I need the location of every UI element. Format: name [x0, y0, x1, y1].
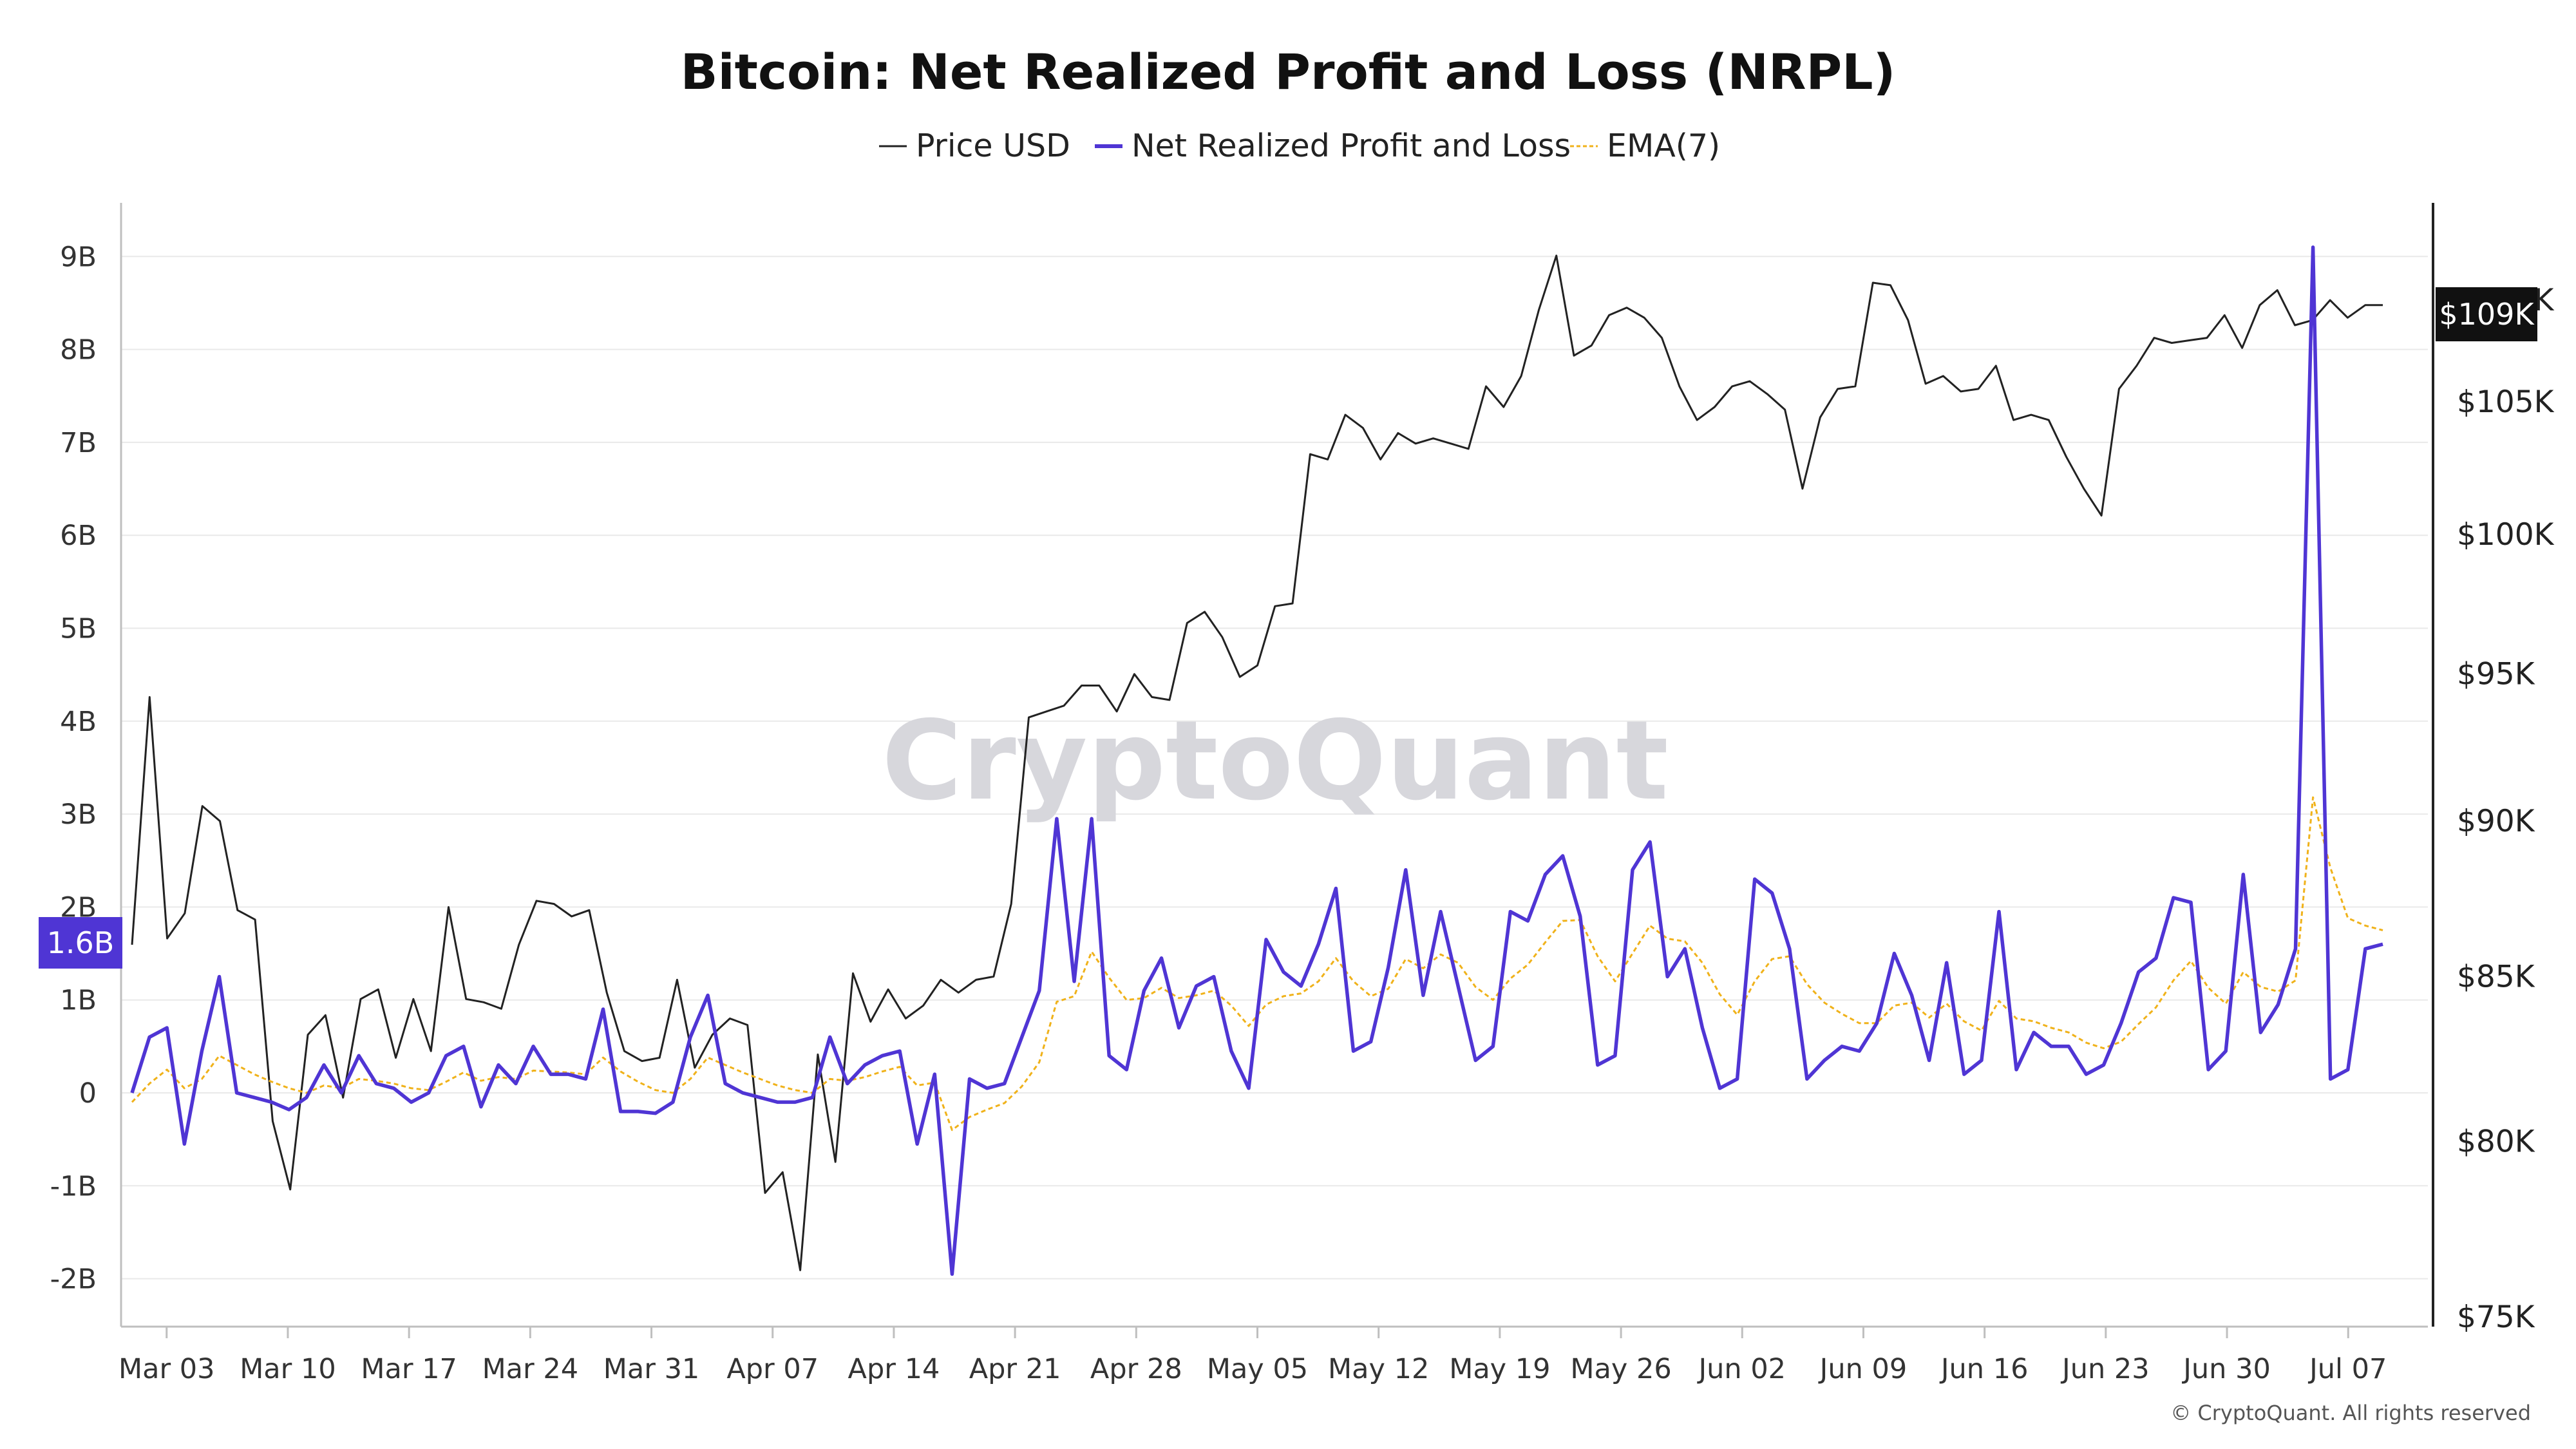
left-tick-label: -1B: [50, 1170, 97, 1202]
series-group: [130, 245, 2383, 1276]
nrpl-badge-box: [39, 917, 122, 969]
x-tick-label: Apr 07: [726, 1353, 819, 1385]
left-tick-label: 7B: [60, 427, 97, 459]
legend-label-price: Price USD: [916, 128, 1070, 164]
x-tick-label: Mar 24: [482, 1353, 579, 1385]
price-current-badge: $109K: [2436, 287, 2537, 341]
left-tick-label: 0: [79, 1077, 97, 1110]
right-tick-label: $85K: [2457, 959, 2535, 994]
x-tick-label: Jun 23: [2060, 1353, 2150, 1385]
x-tick-label: Jun 02: [1696, 1353, 1786, 1385]
right-tick-label: $80K: [2457, 1124, 2535, 1159]
left-tick-label: 5B: [60, 613, 97, 645]
right-tick-label: $100K: [2457, 517, 2555, 553]
legend-item-nrpl[interactable]: Net Realized Profit and Loss: [1095, 128, 1571, 164]
right-y-axis: $75K$80K$85K$90K$95K$100K$105K$109K: [2457, 283, 2555, 1335]
copyright-notice: © CryptoQuant. All rights reserved: [2170, 1401, 2531, 1425]
chart-title: Bitcoin: Net Realized Profit and Loss (N…: [681, 43, 1896, 100]
left-tick-label: -2B: [50, 1264, 97, 1296]
ema7-line: [131, 796, 2383, 1132]
left-tick-label: 9B: [60, 241, 97, 273]
x-tick-label: Jun 30: [2181, 1353, 2271, 1385]
legend-label-ema: EMA(7): [1607, 128, 1720, 164]
x-tick-label: May 19: [1449, 1353, 1550, 1385]
left-tick-label: 1B: [60, 985, 97, 1017]
nrpl-badge-label: 1.6B: [47, 925, 115, 960]
price-badge-label: $109K: [2439, 297, 2535, 332]
x-tick-label: May 26: [1570, 1353, 1671, 1385]
left-tick-label: 4B: [60, 706, 97, 738]
x-axis: Mar 03 Mar 10 Mar 17 Mar 24 Mar 31 Apr 07 Apr …: [118, 1327, 2387, 1385]
left-tick-label: 8B: [60, 334, 97, 366]
nrpl-line: [130, 245, 2383, 1276]
x-tick-label: May 05: [1207, 1353, 1308, 1385]
gridlines: [121, 256, 2428, 1280]
x-tick-label: Mar 17: [361, 1353, 457, 1385]
watermark: CryptoQuant: [882, 697, 1669, 825]
right-tick-label: $75K: [2457, 1300, 2535, 1335]
legend-label-nrpl: Net Realized Profit and Loss: [1132, 128, 1571, 164]
left-tick-label: 6B: [60, 520, 97, 552]
x-tick-label: Mar 10: [240, 1353, 336, 1385]
right-tick-label: $95K: [2457, 657, 2535, 692]
x-tick-label: Jun 09: [1818, 1353, 1908, 1385]
price-badge-box: [2436, 287, 2537, 341]
x-tick-label: May 12: [1328, 1353, 1429, 1385]
x-tick-label: Apr 28: [1090, 1353, 1182, 1385]
x-tick-label: Mar 31: [603, 1353, 700, 1385]
x-tick-label: Apr 21: [969, 1353, 1061, 1385]
price-usd-line: [131, 254, 2383, 1271]
left-tick-label: 3B: [60, 799, 97, 831]
right-tick-label: $90K: [2457, 804, 2535, 839]
chart-legend: Price USD Net Realized Profit and Loss E…: [879, 128, 1720, 164]
x-tick-label: Jul 07: [2307, 1353, 2387, 1385]
legend-item-ema[interactable]: EMA(7): [1570, 128, 1720, 164]
x-tick-label: Jun 16: [1939, 1353, 2029, 1385]
nrpl-current-badge: 1.6B: [39, 917, 122, 969]
x-tick-label: Apr 14: [848, 1353, 940, 1385]
legend-item-price[interactable]: Price USD: [879, 128, 1070, 164]
x-tick-label: Mar 03: [118, 1353, 215, 1385]
right-tick-label: $105K: [2457, 384, 2555, 420]
